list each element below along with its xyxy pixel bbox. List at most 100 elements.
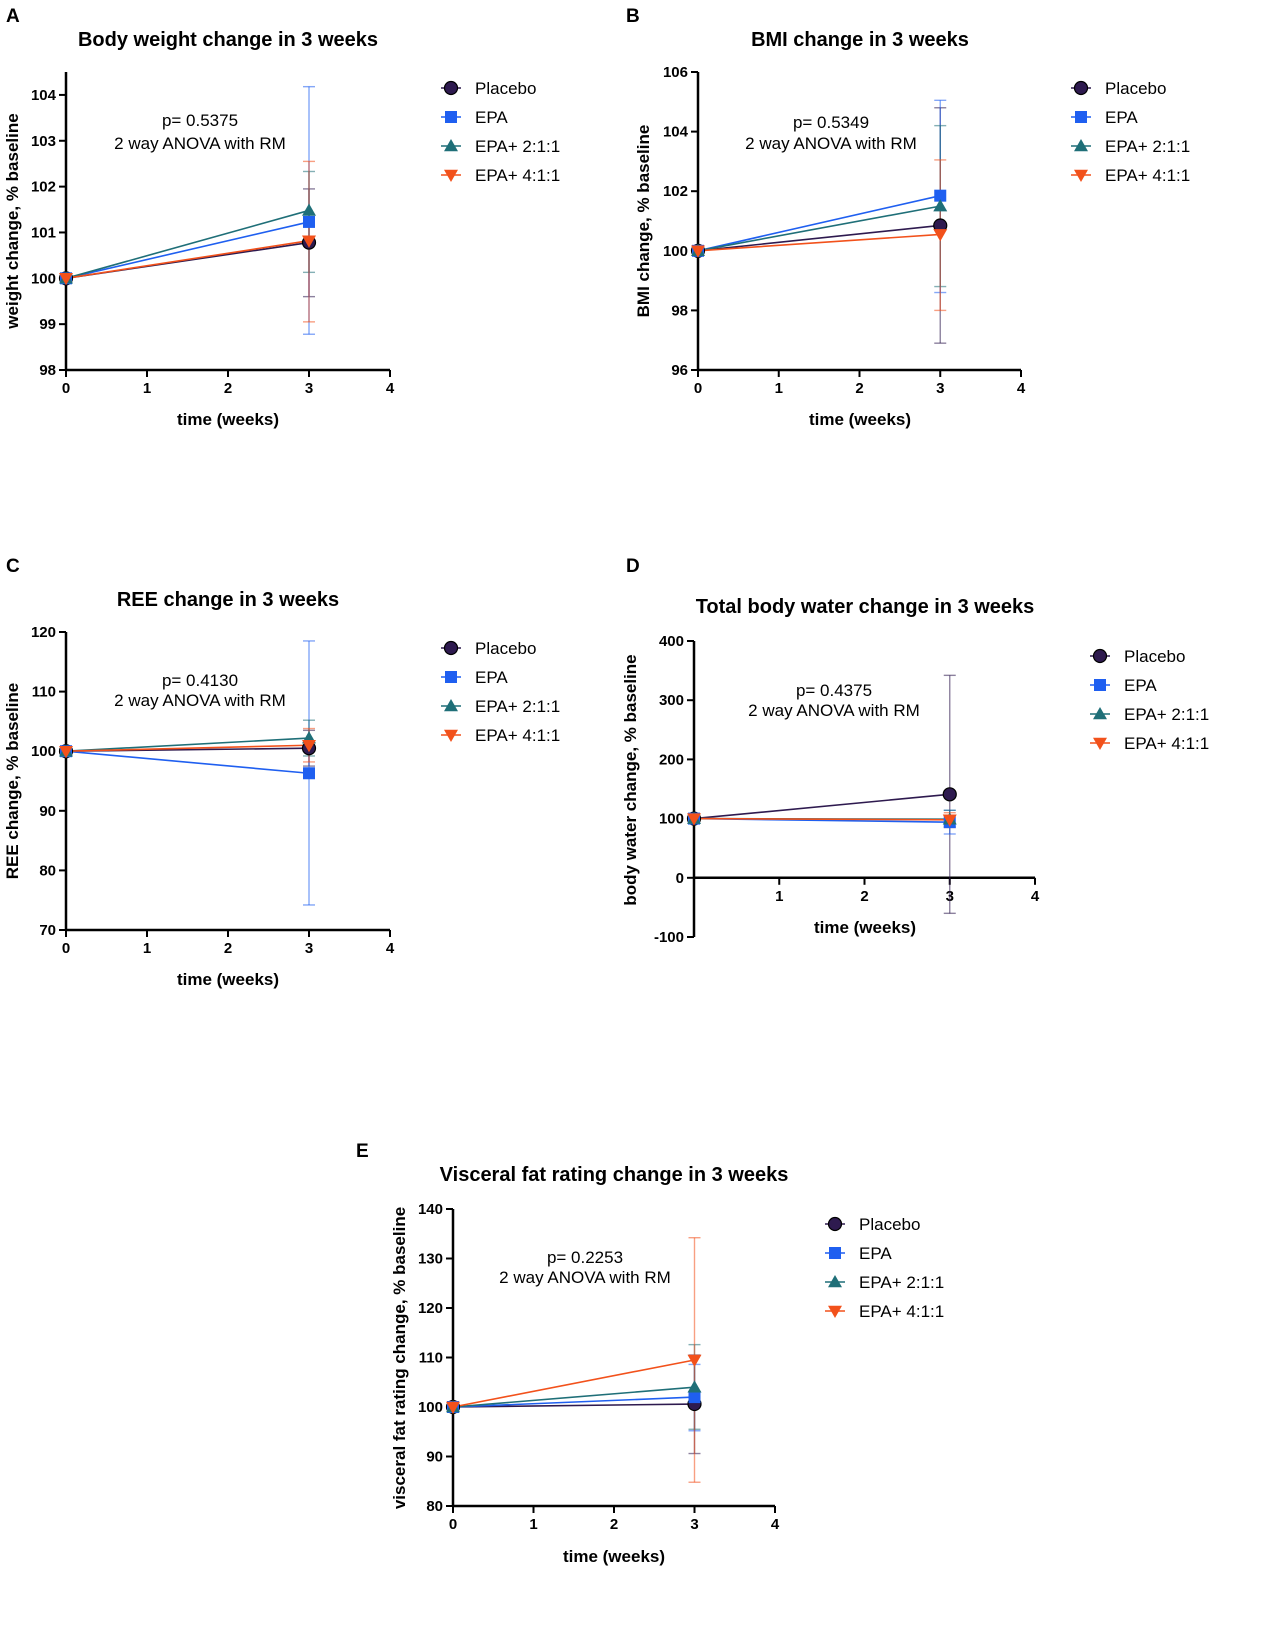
panel-d-title: Total body water change in 3 weeks (696, 596, 1035, 618)
panel-b-legend-marker-epa_411 (1074, 169, 1088, 182)
panel-d-x-axis-label: time (weeks) (814, 918, 916, 937)
panel-b-y-tick-label: 96 (671, 362, 688, 379)
panel-a-line-epa (65, 221, 310, 280)
panel-b-line-epa_411 (697, 233, 941, 252)
panel-d-legend-marker-placebo (1092, 648, 1108, 664)
panel-a-y-tick-label: 103 (31, 133, 56, 150)
panel-e: E Visceral fat rating change in 3 weeks 80… (356, 1141, 944, 1566)
panel-d-line-placebo (693, 793, 950, 820)
panel-d-point-placebo (942, 787, 957, 802)
panel-e-x-tick-label: 4 (771, 1516, 780, 1533)
panel-e-y-tick-label: 80 (426, 1498, 443, 1515)
panel-e-title: Visceral fat rating change in 3 weeks (440, 1164, 789, 1186)
panel-d-x-tick-label: 4 (1031, 888, 1040, 905)
panel-c-line-epa (65, 750, 310, 775)
panel-b-annotation-line: p= 0.5349 (793, 113, 869, 132)
panel-a-line-epa_411 (65, 239, 310, 280)
panel-a-legend-label-epa: EPA (475, 108, 508, 127)
panel-d-legend-label-placebo: Placebo (1124, 647, 1185, 666)
panel-b-y-axis-label: BMI change, % baseline (634, 125, 653, 318)
panel-e-y-axis-label: visceral fat rating change, % baseline (390, 1207, 409, 1509)
panel-c-x-axis-label: time (weeks) (177, 970, 279, 989)
panel-a-x-tick-label: 4 (386, 380, 395, 397)
panel-e-line-epa_211 (452, 1386, 695, 1408)
panel-b-point-epa_411 (933, 229, 948, 242)
panel-d-legend-marker-epa (1094, 679, 1106, 691)
panel-c-legend-marker-epa_411 (444, 729, 458, 742)
panel-a-y-tick-label: 104 (31, 87, 57, 104)
panel-e-legend-marker-epa_211 (828, 1275, 842, 1288)
panel-e-letter: E (356, 1141, 369, 1162)
panel-b-point-epa (934, 189, 947, 202)
panel-b-legend-marker-placebo (1073, 80, 1089, 96)
panel-c: C REE change in 3 weeks 70 80 90 100 110 120 0 1 2… (3, 556, 560, 989)
panel-c-legend-label-epa_411: EPA+ 4:1:1 (475, 726, 560, 745)
panel-a-legend-marker-epa_211 (444, 139, 458, 152)
panel-e-line-epa_411 (452, 1359, 695, 1408)
panel-e-x-tick-label: 0 (449, 1516, 457, 1533)
panel-b-point-epa_411 (691, 245, 705, 258)
panel-e-y-tick-label: 100 (418, 1399, 443, 1416)
panel-b-legend-label-epa_411: EPA+ 4:1:1 (1105, 166, 1190, 185)
panel-e-point-epa_211 (687, 1380, 702, 1393)
panel-d-letter: D (626, 556, 640, 577)
panel-d-y-axis-label: body water change, % baseline (621, 654, 640, 905)
panel-c-legend-label-placebo: Placebo (475, 639, 536, 658)
panel-e-y-tick-label: 120 (418, 1300, 443, 1317)
panel-c-title: REE change in 3 weeks (117, 589, 339, 611)
panel-a-y-tick-label: 102 (31, 179, 56, 196)
panel-c-y-tick-label: 100 (31, 743, 56, 760)
panel-c-x-tick-label: 3 (305, 940, 313, 957)
panel-e-legend-label-epa_211: EPA+ 2:1:1 (859, 1273, 944, 1292)
panel-c-y-axis-label: REE change, % baseline (3, 683, 22, 880)
panel-d-y-tick-label: 100 (659, 811, 684, 828)
panel-b-legend-marker-epa_211 (1074, 139, 1088, 152)
panel-c-point-epa_411 (59, 745, 73, 759)
panel-b-y-tick-label: 98 (671, 302, 688, 319)
panel-e-legend-label-epa_411: EPA+ 4:1:1 (859, 1302, 944, 1321)
panel-b-letter: B (626, 6, 640, 27)
panel-a-x-tick-label: 3 (305, 380, 313, 397)
panel-a-x-tick-label: 2 (224, 380, 232, 397)
panel-c-x-tick-label: 4 (386, 940, 395, 957)
panel-b-line-placebo (697, 224, 941, 252)
panel-d-annotation-line: 2 way ANOVA with RM (748, 701, 920, 720)
panel-d-y-tick-label: -100 (654, 929, 684, 946)
panel-c-legend-label-epa: EPA (475, 668, 508, 687)
panel-d-line-epa_411 (693, 817, 950, 821)
panel-a-point-epa_211 (302, 203, 316, 216)
panel-a-y-tick-label: 101 (31, 224, 56, 241)
panel-a-y-axis-label: weight change, % baseline (3, 113, 22, 329)
panel-c-annotation-line: 2 way ANOVA with RM (114, 691, 286, 710)
panel-c-legend-marker-epa (445, 671, 457, 683)
panel-e-legend-marker-placebo (827, 1216, 843, 1232)
panel-d-annotation-line: p= 0.4375 (796, 681, 872, 700)
panel-c-line-epa_211 (65, 737, 310, 752)
panel-d-x-tick-label: 2 (860, 888, 868, 905)
panel-c-point-epa_411 (302, 739, 316, 753)
panel-a-y-tick-label: 100 (31, 270, 56, 287)
panel-b-y-tick-label: 106 (663, 64, 688, 81)
panel-a-y-tick-label: 99 (39, 316, 56, 333)
panel-b-y-tick-label: 102 (663, 183, 688, 200)
panel-a-annotation-line: 2 way ANOVA with RM (114, 134, 286, 153)
panel-a-legend-marker-epa (445, 111, 457, 123)
panel-e-legend-label-placebo: Placebo (859, 1215, 920, 1234)
panel-e-legend-label-epa: EPA (859, 1244, 892, 1263)
panel-d-y-tick-label: 0 (676, 870, 684, 887)
panel-c-letter: C (6, 556, 20, 577)
panel-a-legend-label-epa_411: EPA+ 4:1:1 (475, 166, 560, 185)
panel-c-y-tick-label: 70 (39, 922, 56, 939)
panel-b-x-axis-label: time (weeks) (809, 410, 911, 429)
panel-c-y-tick-label: 90 (39, 803, 56, 820)
panel-e-x-tick-label: 1 (529, 1516, 537, 1533)
panel-e-x-tick-label: 2 (610, 1516, 618, 1533)
panel-b-x-tick-label: 0 (694, 380, 702, 397)
panel-c-x-tick-label: 2 (224, 940, 232, 957)
panel-e-y-tick-label: 110 (419, 1350, 443, 1367)
panel-a-annotation-line: p= 0.5375 (162, 111, 238, 130)
panel-b-line-epa_211 (697, 205, 941, 252)
panel-d-legend-label-epa_211: EPA+ 2:1:1 (1124, 705, 1209, 724)
panel-b-x-tick-label: 2 (855, 380, 863, 397)
